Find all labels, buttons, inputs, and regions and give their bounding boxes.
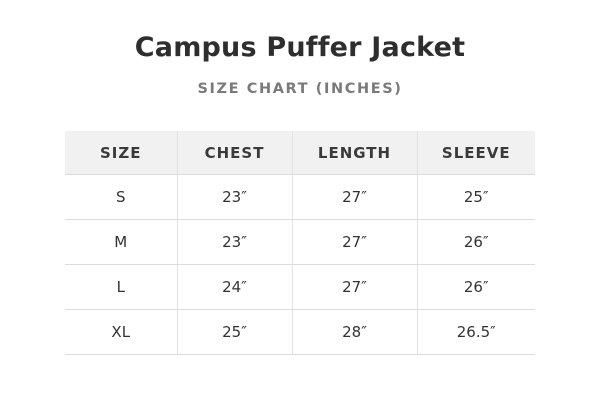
cell-sleeve: 26″ (417, 264, 535, 310)
page-title: Campus Puffer Jacket (134, 32, 466, 63)
table-header-row: SIZE CHEST LENGTH SLEEVE (65, 131, 535, 175)
cell-size: L (65, 264, 178, 310)
header-length: LENGTH (292, 131, 418, 175)
cell-chest: 23″ (177, 174, 293, 220)
table-row: M 23″ 27″ 26″ (65, 219, 535, 265)
header-chest: CHEST (177, 131, 293, 175)
cell-size: S (65, 174, 178, 220)
cell-length: 27″ (292, 219, 418, 265)
size-chart-table: SIZE CHEST LENGTH SLEEVE S 23″ 27″ 25″ M… (65, 131, 535, 355)
cell-size: M (65, 219, 178, 265)
table-row: S 23″ 27″ 25″ (65, 174, 535, 220)
cell-size: XL (65, 309, 178, 355)
page-subtitle: SIZE CHART (INCHES) (197, 81, 403, 97)
header-sleeve: SLEEVE (417, 131, 535, 175)
cell-chest: 24″ (177, 264, 293, 310)
cell-length: 27″ (292, 174, 418, 220)
cell-length: 27″ (292, 264, 418, 310)
header-size: SIZE (65, 131, 178, 175)
cell-sleeve: 26.5″ (417, 309, 535, 355)
cell-chest: 25″ (177, 309, 293, 355)
cell-sleeve: 25″ (417, 174, 535, 220)
table-row: L 24″ 27″ 26″ (65, 264, 535, 310)
cell-sleeve: 26″ (417, 219, 535, 265)
table-row: XL 25″ 28″ 26.5″ (65, 309, 535, 355)
cell-chest: 23″ (177, 219, 293, 265)
cell-length: 28″ (292, 309, 418, 355)
